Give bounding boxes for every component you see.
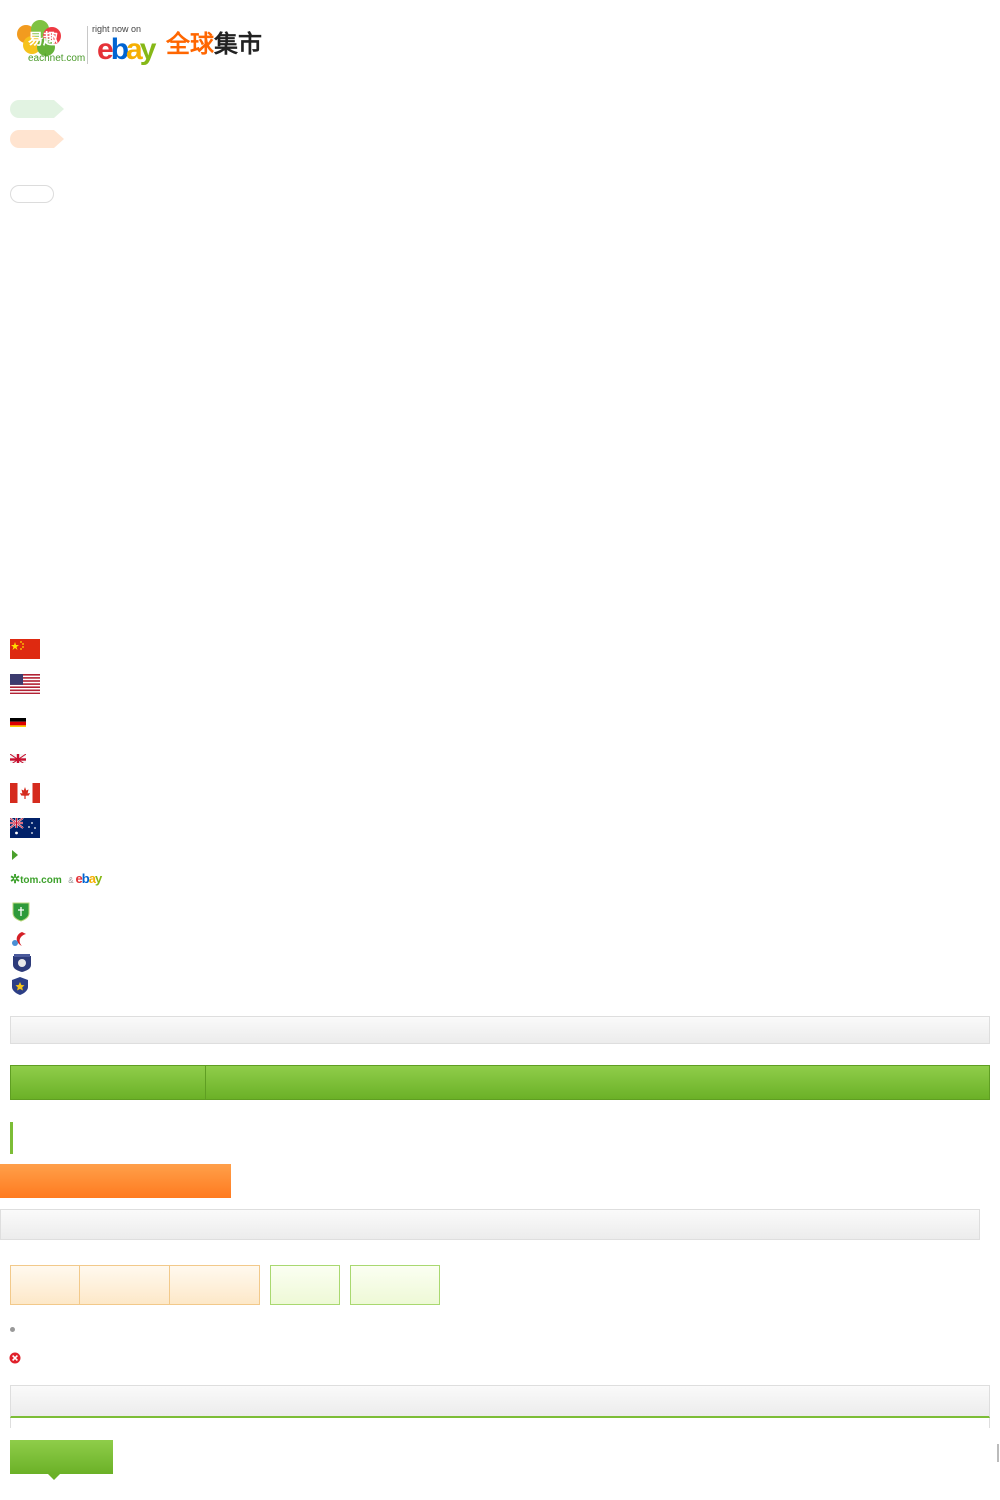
green-arrow-tab[interactable] bbox=[10, 100, 64, 118]
canada-flag-icon[interactable] bbox=[10, 783, 40, 803]
green-tab-1[interactable] bbox=[270, 1265, 340, 1305]
green-nav-divider bbox=[205, 1066, 206, 1099]
police-badge-icon[interactable] bbox=[11, 976, 29, 996]
green-tab-2[interactable] bbox=[350, 1265, 440, 1305]
ebay-wordmark: ebay bbox=[97, 33, 156, 66]
orange-tab-2[interactable] bbox=[79, 1265, 170, 1305]
usa-flag-icon[interactable] bbox=[10, 674, 40, 694]
gray-dot-icon bbox=[10, 1327, 15, 1332]
eachnet-logo-chars: 易趣 bbox=[28, 30, 59, 48]
page-title: 全球集市 bbox=[166, 30, 262, 60]
title-part-1: 全球 bbox=[166, 31, 214, 58]
partner-amp: & bbox=[68, 876, 74, 885]
orange-tab-3[interactable] bbox=[169, 1265, 260, 1305]
orange-section-header[interactable] bbox=[0, 1164, 231, 1198]
tom-logo-text: tom.com bbox=[20, 875, 62, 886]
eachnet-logo-text: eachnet.com bbox=[28, 53, 85, 64]
title-part-2: 集市 bbox=[214, 31, 262, 58]
swoosh-badge-icon[interactable] bbox=[10, 930, 32, 948]
tom-ebay-partner-logo[interactable]: ✲tom.com & ebay bbox=[10, 870, 110, 888]
shield-badge-icon[interactable] bbox=[12, 902, 30, 922]
green-section-marker bbox=[10, 1122, 13, 1154]
germany-flag-icon[interactable] bbox=[10, 716, 26, 727]
red-x-circle-icon[interactable] bbox=[9, 1351, 21, 1364]
green-nav-category-tab[interactable] bbox=[11, 1066, 205, 1099]
rounded-button[interactable] bbox=[10, 185, 54, 203]
partner-ebay-wordmark: ebay bbox=[75, 871, 103, 886]
clover-icon: ✲ bbox=[10, 872, 21, 886]
australia-flag-icon[interactable] bbox=[10, 818, 40, 838]
uk-flag-icon[interactable] bbox=[10, 752, 26, 763]
orange-arrow-tab[interactable] bbox=[10, 130, 64, 148]
logo-divider bbox=[87, 26, 88, 64]
china-flag-icon[interactable] bbox=[10, 639, 40, 659]
orange-tab-1[interactable] bbox=[10, 1265, 80, 1305]
section-right-border bbox=[989, 1418, 990, 1428]
gray-section-bar bbox=[10, 1385, 990, 1418]
section-left-border bbox=[10, 1418, 11, 1428]
green-tab-button[interactable] bbox=[10, 1440, 113, 1480]
tab-pointer bbox=[48, 1474, 60, 1480]
eachnet-logo[interactable]: 易趣 eachnet.com bbox=[14, 20, 86, 66]
crest-badge-icon[interactable] bbox=[11, 953, 33, 973]
page-edge-mark bbox=[997, 1444, 999, 1462]
green-triangle-bullet-icon bbox=[12, 850, 18, 860]
green-nav-bar bbox=[10, 1065, 990, 1100]
gray-header-bar bbox=[10, 1016, 990, 1044]
ebay-logo[interactable]: right now on ebay bbox=[92, 24, 162, 66]
green-nav-main-area[interactable] bbox=[206, 1066, 989, 1099]
ebay-tagline: right now on bbox=[92, 24, 142, 34]
gray-filter-bar bbox=[0, 1209, 980, 1240]
orange-tab-group bbox=[10, 1265, 260, 1305]
